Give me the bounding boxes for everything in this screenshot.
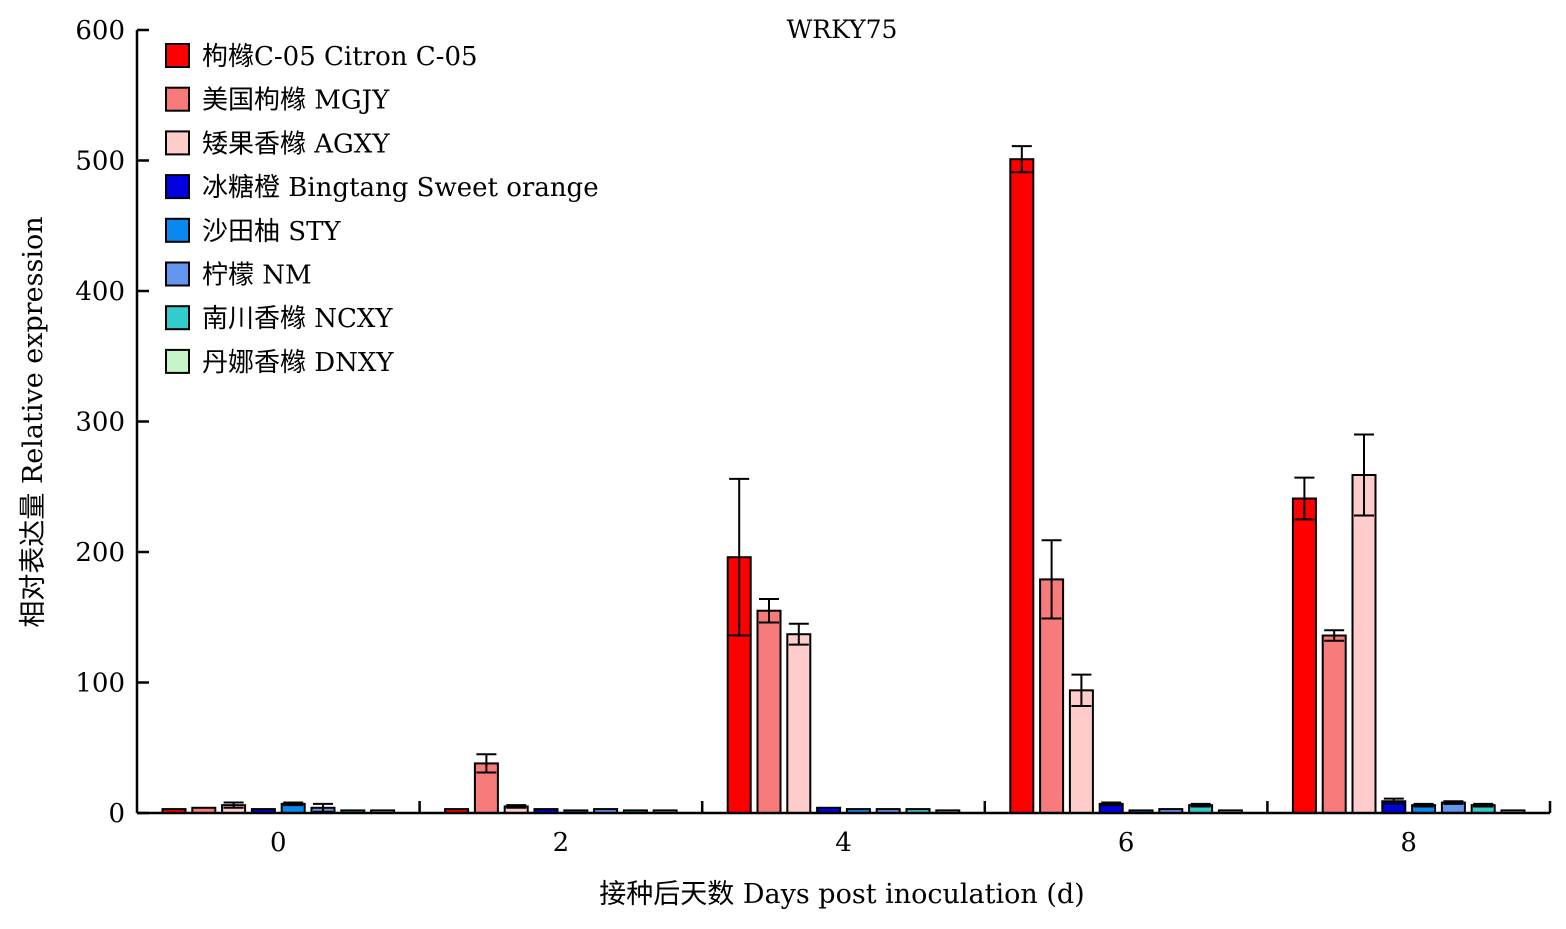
y-ticks: 0 100 200 300 400 500 600	[75, 16, 149, 829]
x-ticks: 0 2 4 6 8	[270, 801, 1552, 858]
legend-label: 冰糖橙 Bingtang Sweet orange	[202, 173, 599, 203]
legend-label: 矮果香橼 AGXY	[202, 129, 390, 159]
bar	[1291, 497, 1317, 814]
x-axis-label: 接种后天数 Days post inoculation (d)	[599, 879, 1084, 910]
y-tick-label: 100	[75, 669, 125, 699]
legend-label: 枸橼C-05 Citron C-05	[202, 42, 478, 72]
legend-swatch	[165, 174, 190, 200]
legend: 枸橼C-05 Citron C-05 美国枸橼 MGJY 矮果香橼 AGXY 冰糖橙 …	[165, 42, 599, 378]
legend-swatch	[165, 130, 190, 156]
legend-label: 南川香橼 NCXY	[202, 304, 393, 334]
bar	[1009, 158, 1035, 814]
x-tick-label: 0	[270, 828, 287, 858]
x-tick-label: 4	[835, 828, 852, 858]
bar	[1068, 689, 1094, 815]
bars	[161, 145, 1526, 815]
y-axis-label: 相对表达量 Relative expression	[18, 216, 49, 627]
legend-swatch	[165, 348, 190, 374]
y-tick-label: 500	[75, 147, 125, 177]
legend-swatch	[165, 43, 190, 68]
legend-label: 丹娜香橼 DNXY	[202, 348, 394, 378]
y-tick-label: 400	[75, 277, 125, 307]
x-tick-label: 2	[553, 828, 570, 858]
legend-label: 柠檬 NM	[202, 261, 312, 291]
legend-swatch	[165, 86, 190, 112]
y-tick-label: 0	[108, 799, 125, 829]
chart-title: WRKY75	[787, 15, 898, 44]
legend-swatch	[165, 305, 190, 331]
legend-swatch	[165, 217, 190, 243]
x-tick-label: 6	[1118, 828, 1135, 858]
x-tick-label: 8	[1400, 828, 1417, 858]
y-tick-label: 200	[75, 538, 125, 568]
bar	[1321, 634, 1347, 815]
legend-label: 美国枸橼 MGJY	[202, 86, 390, 116]
y-tick-label: 600	[75, 16, 125, 46]
bar	[786, 633, 812, 815]
bar	[756, 609, 782, 814]
bar	[1351, 474, 1377, 814]
legend-swatch	[165, 261, 190, 287]
y-tick-label: 300	[75, 408, 125, 438]
legend-label: 沙田柚 STY	[202, 217, 341, 247]
